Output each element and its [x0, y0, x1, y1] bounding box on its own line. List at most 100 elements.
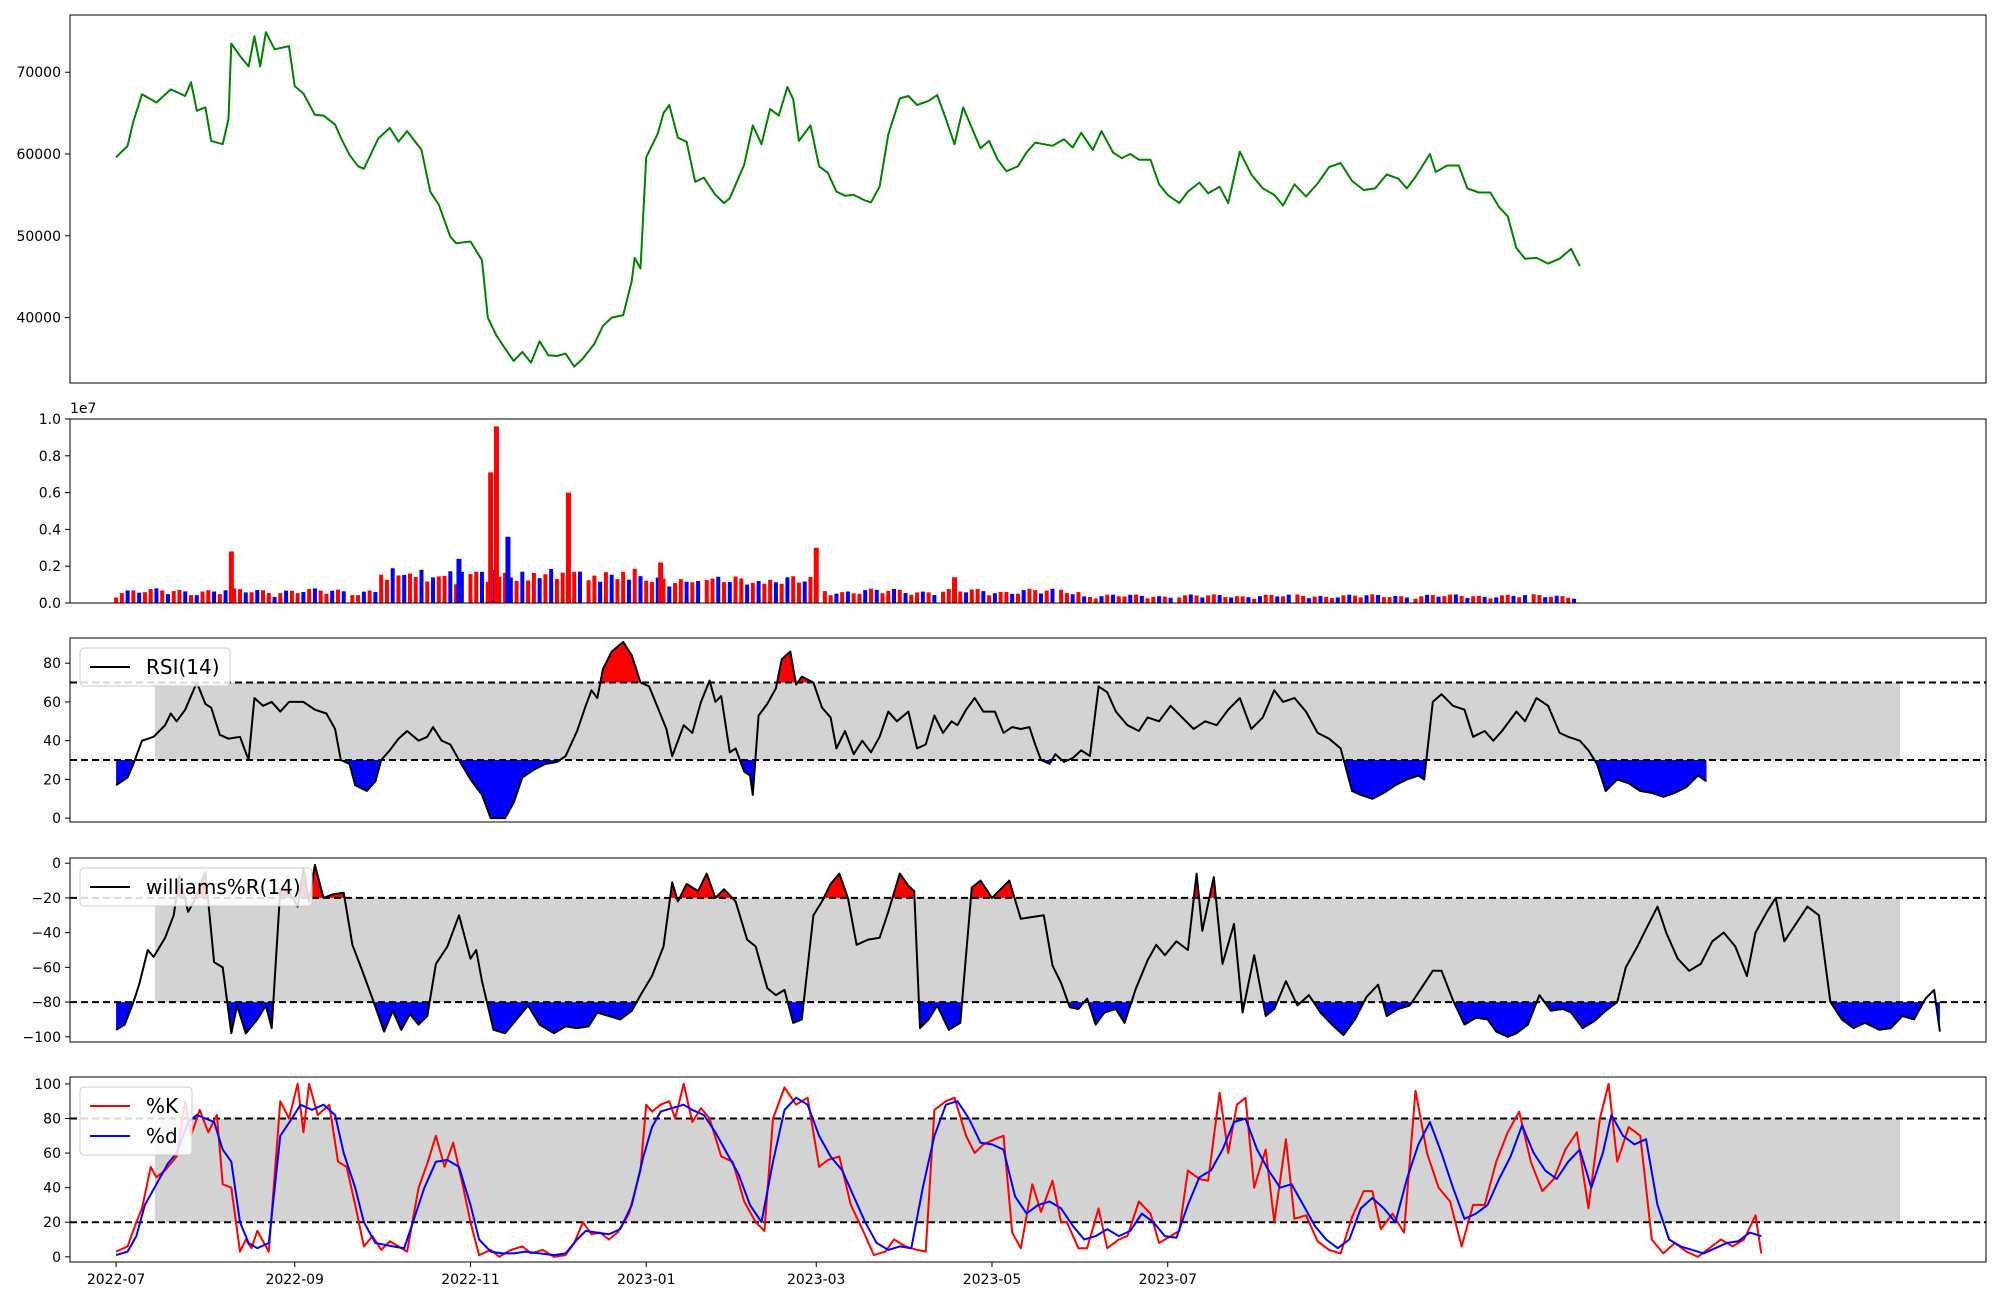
y-tick-label-stochastic: 20 — [43, 1215, 61, 1231]
volume-bar — [1376, 594, 1381, 603]
volume-bar — [361, 591, 366, 603]
volume-bar — [958, 591, 963, 603]
volume-bar — [1223, 597, 1228, 603]
volume-bar — [992, 593, 997, 603]
x-tick-label: 2023-05 — [963, 1272, 1022, 1288]
volume-bar — [1517, 597, 1522, 603]
overbought-fill-williams — [309, 864, 324, 898]
volume-bar — [1476, 595, 1481, 603]
volume-bar — [704, 579, 709, 603]
volume-bar — [154, 588, 159, 603]
volume-bar — [1004, 591, 1009, 603]
volume-bar — [448, 571, 453, 603]
volume-bar — [828, 595, 833, 603]
legend-label: %d — [146, 1124, 178, 1148]
volume-bar — [284, 590, 289, 603]
volume-bar — [485, 581, 490, 603]
volume-bar — [1217, 594, 1222, 603]
volume-bar — [1229, 597, 1234, 603]
volume-bar — [560, 572, 565, 603]
axes-frame-rsi — [69, 637, 1987, 823]
volume-bar — [874, 589, 879, 603]
volume-bar — [212, 591, 217, 603]
oversold-fill-williams — [1830, 1002, 1924, 1030]
volume-bar — [520, 571, 525, 603]
axes-frame-stochastic — [69, 1076, 1987, 1263]
volume-bar — [1306, 598, 1311, 603]
volume-bar — [425, 581, 430, 603]
volume-bar — [1044, 590, 1049, 603]
volume-bar — [1554, 595, 1559, 603]
volume-bar — [183, 591, 188, 603]
volume-bar — [822, 591, 827, 603]
volume-bar — [834, 593, 839, 603]
volume-bar — [577, 571, 582, 603]
y-tick-label-williams: −80 — [31, 995, 61, 1011]
volume-bar — [1453, 594, 1458, 603]
volume-bar — [785, 577, 790, 603]
volume-bar — [1033, 590, 1038, 603]
volume-bar — [114, 597, 119, 603]
volume-bar — [1139, 595, 1144, 603]
volume-bar — [644, 580, 649, 603]
volume-bar — [727, 582, 732, 603]
y-tick-label-stochastic: 60 — [43, 1146, 61, 1162]
volume-bar — [1134, 594, 1139, 603]
y-tick-label-stochastic: 100 — [34, 1077, 61, 1093]
volume-bar — [1393, 595, 1398, 603]
x-tick-label: 2023-07 — [1138, 1272, 1197, 1288]
volume-bar — [791, 576, 796, 603]
volume-bar — [1194, 595, 1199, 603]
oversold-fill-rsi — [1343, 760, 1427, 799]
legend-label: %K — [146, 1094, 179, 1118]
volume-bar — [621, 572, 626, 603]
y-tick-label-rsi: 60 — [43, 695, 61, 711]
legend-box — [79, 1086, 193, 1156]
volume-bar — [1211, 594, 1216, 603]
volume-bar — [868, 588, 873, 603]
volume-bar — [710, 578, 715, 603]
volume-bar — [318, 590, 323, 603]
volume-bar — [131, 590, 136, 603]
volume-bar — [750, 582, 755, 603]
volume-bar — [632, 568, 637, 603]
volume-bar — [1076, 592, 1081, 603]
y-tick-label-volume: 0.2 — [39, 559, 61, 575]
oversold-fill-williams — [1453, 1002, 1537, 1037]
x-tick-label: 2023-01 — [617, 1272, 676, 1288]
volume-bar — [402, 574, 407, 603]
volume-bar — [1082, 596, 1087, 603]
volume-bar — [667, 586, 672, 603]
volume-bar — [1105, 594, 1110, 603]
y-tick-label-williams: −100 — [23, 1030, 61, 1046]
volume-bar — [1324, 596, 1329, 603]
volume-bar — [1425, 594, 1430, 603]
volume-bar — [609, 574, 614, 603]
volume-bar — [1168, 597, 1173, 603]
y-tick-label-volume: 1.0 — [39, 412, 61, 428]
volume-bar — [1301, 595, 1306, 603]
volume-bar — [261, 590, 266, 603]
y-tick-label-williams: −40 — [31, 926, 61, 942]
volume-bar — [1419, 596, 1424, 603]
volume-bar — [1488, 598, 1493, 603]
oversold-fill-rsi — [340, 760, 382, 791]
volume-bar — [1263, 594, 1268, 603]
volume-bar — [1295, 594, 1300, 603]
volume-bar — [946, 589, 951, 603]
volume-bar — [650, 582, 655, 603]
volume-bar — [845, 591, 850, 603]
axes-frame-price — [69, 14, 1987, 384]
y-tick-label-volume: 0.4 — [39, 522, 61, 538]
volume-bar — [1240, 596, 1245, 603]
volume-bar — [926, 592, 931, 603]
legend-rsi: RSI(14) — [79, 647, 231, 687]
volume-bar — [431, 577, 436, 603]
volume-bar — [206, 590, 211, 603]
volume-bar — [892, 588, 897, 603]
volume-bar — [232, 588, 237, 603]
volume-bar — [981, 591, 986, 603]
volume-bar — [125, 590, 130, 603]
neutral-band-stochastic — [155, 1118, 1900, 1223]
